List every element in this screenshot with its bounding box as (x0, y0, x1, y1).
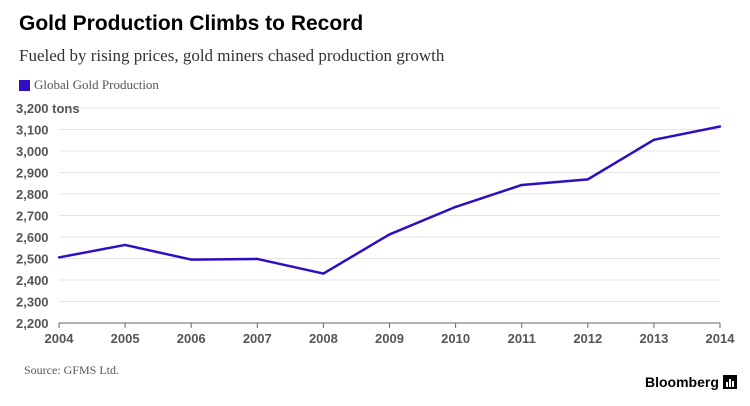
data-point (322, 272, 325, 275)
x-tick-label: 2014 (706, 331, 736, 346)
y-tick-label: 2,900 (16, 166, 49, 181)
y-tick-label: 2,300 (16, 295, 49, 310)
data-point (190, 258, 193, 261)
x-tick-label: 2012 (573, 331, 602, 346)
y-tick-label: 3,100 (16, 123, 49, 138)
x-tick-label: 2011 (508, 331, 536, 346)
x-tick-label: 2006 (177, 331, 206, 346)
x-tick-label: 2009 (375, 331, 404, 346)
brand-name: Bloomberg (645, 374, 719, 390)
source-note: Source: GFMS Ltd. (24, 363, 120, 377)
y-tick-label: 2,800 (16, 187, 49, 202)
bloomberg-logo-icon (722, 375, 737, 389)
data-point (123, 243, 127, 247)
y-tick-label: 2,600 (16, 230, 49, 245)
y-tick-label: 2,400 (16, 273, 49, 288)
y-tick-label: 2,500 (16, 252, 49, 267)
data-point (57, 256, 61, 259)
y-tick-label: 3,000 (16, 144, 49, 159)
legend-swatch (19, 79, 30, 91)
x-tick-label: 2013 (639, 331, 668, 346)
legend: Global Gold Production (19, 77, 159, 93)
chart-title: Gold Production Climbs to Record (19, 12, 364, 35)
x-tick-label: 2004 (45, 331, 75, 346)
y-axis: 2,200 2,300 2,400 2,500 2,600 2,700 2,800 2,900… (16, 101, 80, 331)
x-tick-label: 2005 (111, 331, 140, 346)
data-point (520, 183, 523, 187)
chart-subtitle: Fueled by rising prices, gold miners cha… (19, 46, 445, 65)
y-tick-label: 2,700 (16, 209, 49, 224)
x-tick-label: 2010 (441, 331, 470, 346)
y-tick-label: 2,200 (16, 316, 49, 331)
series-group (57, 125, 722, 275)
brand-logo: Bloomberg (645, 374, 737, 390)
y-tick-label: 3,200 tons (16, 101, 80, 116)
x-tick-label: 2008 (309, 331, 338, 346)
data-point (652, 138, 656, 142)
gridlines (59, 107, 720, 324)
data-point (454, 205, 457, 209)
data-point (388, 233, 391, 236)
data-point (718, 125, 722, 128)
series-line (58, 125, 721, 275)
x-axis: 2004 2005 2006 2007 2008 2009 2010 2011 2012 2013… (45, 323, 736, 346)
x-tick-label: 2007 (243, 331, 272, 346)
legend-label: Global Gold Production (34, 77, 159, 92)
data-point (586, 178, 589, 181)
data-point (256, 257, 259, 261)
